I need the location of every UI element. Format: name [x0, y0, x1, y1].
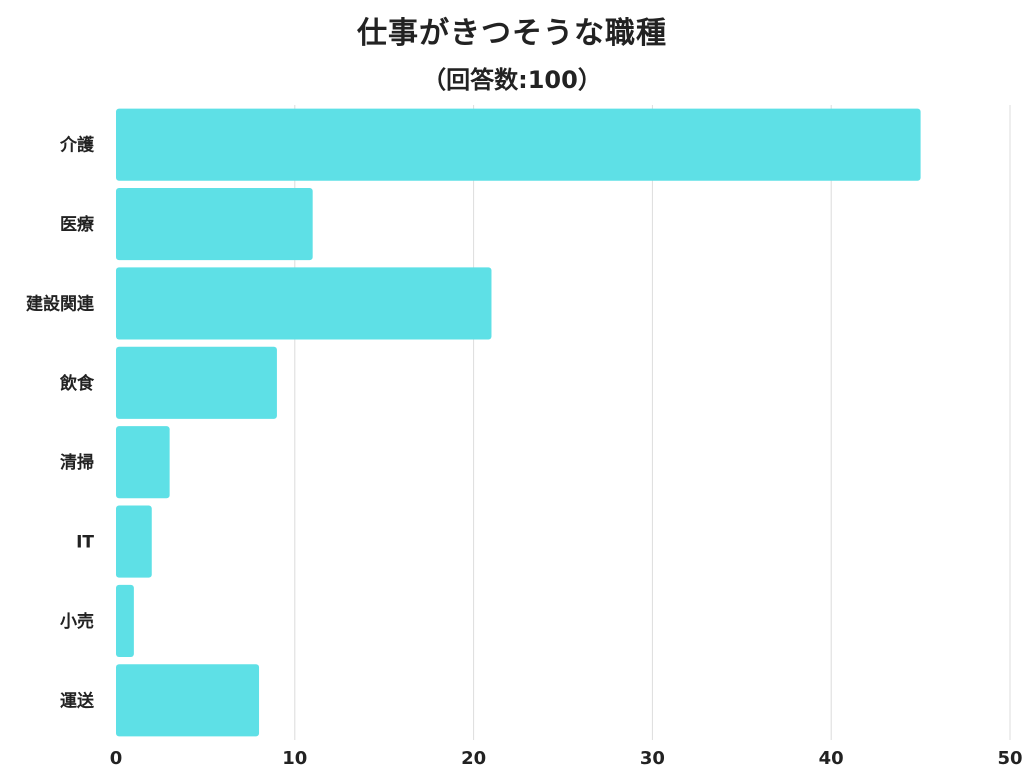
category-label: 建設関連: [26, 293, 95, 314]
chart-title: 仕事がきつそうな職種: [357, 16, 667, 51]
category-label: 清掃: [60, 452, 94, 473]
bar: [116, 108, 921, 181]
x-tick-label: 40: [819, 748, 844, 768]
x-tick-label: 10: [282, 748, 307, 768]
category-label: 介護: [59, 135, 95, 156]
bar: [116, 267, 492, 340]
category-label: 小売: [60, 611, 94, 632]
x-tick-label: 30: [640, 748, 665, 768]
category-label: 運送: [60, 690, 95, 711]
x-tick-label: 0: [110, 748, 123, 768]
category-label: IT: [76, 533, 94, 553]
bar: [116, 346, 277, 419]
x-tick-labels: 0 10 20 30 40 50: [110, 748, 1023, 768]
category-label: 医療: [60, 214, 95, 235]
bar: [116, 584, 134, 658]
bar: [116, 426, 170, 499]
bar: [116, 187, 313, 261]
chart-subtitle: （回答数:100）: [422, 66, 602, 94]
x-tick-label: 50: [997, 748, 1022, 768]
bars: [116, 108, 921, 737]
grid-lines: [294, 105, 1011, 740]
bar: [116, 664, 260, 737]
x-tick-label: 20: [461, 748, 486, 768]
bar: [116, 505, 152, 578]
category-label: 飲食: [59, 373, 95, 394]
